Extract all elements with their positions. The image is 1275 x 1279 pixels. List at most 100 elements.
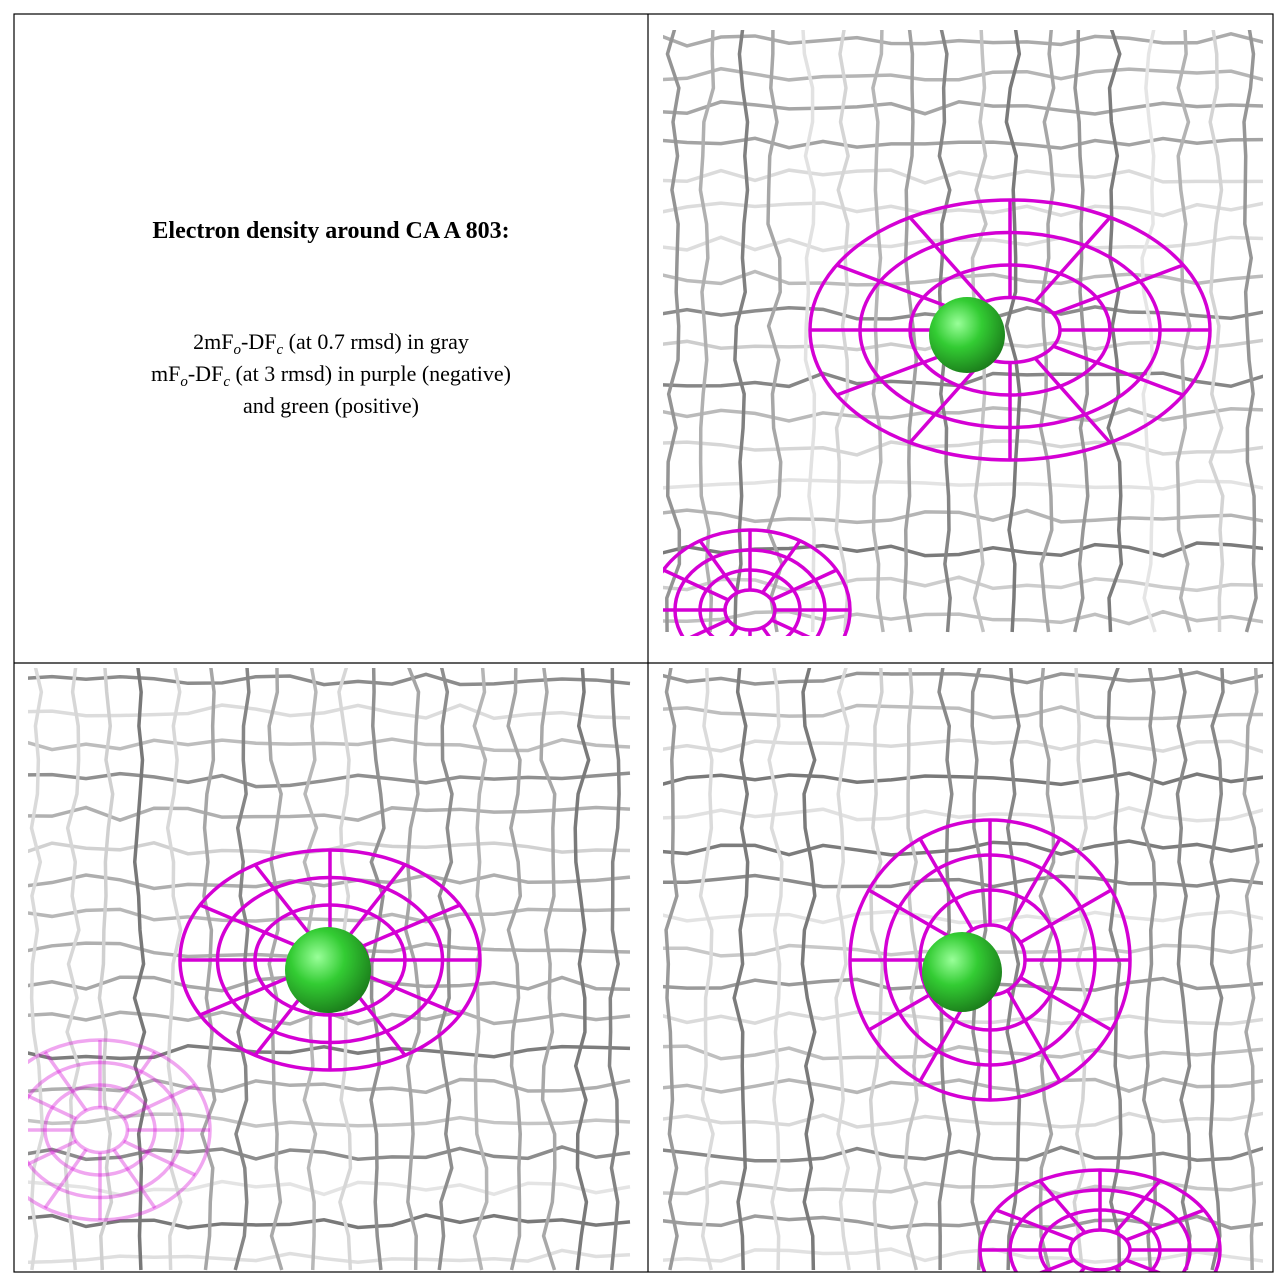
caption-text: -DF — [188, 361, 223, 386]
mesh-purple — [1037, 1258, 1075, 1272]
caption-text: (at 0.7 rmsd) in gray — [283, 329, 469, 354]
mesh-gray — [663, 771, 1263, 787]
mesh-gray — [698, 30, 716, 633]
mesh-gray — [506, 668, 523, 1271]
caption-line: 2mFo-DFc (at 0.7 rmsd) in gray — [193, 329, 469, 358]
mesh-purple — [361, 972, 461, 1017]
mesh-purple — [1038, 1179, 1087, 1234]
mesh-gray — [663, 909, 1263, 925]
mesh-gray — [1242, 30, 1258, 633]
mesh-gray — [97, 668, 115, 1271]
mesh-purple — [43, 1083, 157, 1177]
mesh-gray — [28, 1145, 631, 1162]
caption-line: and green (positive) — [243, 393, 419, 418]
calcium-atom — [929, 297, 1005, 373]
mesh-gray — [28, 805, 631, 823]
mesh-gray — [834, 668, 851, 1271]
mesh-purple — [918, 837, 975, 931]
mesh-gray — [28, 1179, 631, 1197]
mesh-purple — [199, 903, 299, 948]
mesh-gray — [663, 1111, 1263, 1129]
mesh-gray — [663, 1247, 1263, 1264]
mesh-purple — [867, 888, 961, 945]
mesh-gray — [28, 672, 631, 687]
mesh-purple — [761, 539, 802, 594]
mesh-gray — [1208, 668, 1225, 1271]
caption-lines: 2mFo-DFc (at 0.7 rmsd) in gray mFo-DFc (a… — [151, 329, 511, 418]
mesh-gray — [1038, 668, 1056, 1271]
density-panel — [28, 668, 631, 1271]
mesh-gray — [902, 30, 919, 633]
mesh-gray — [437, 668, 454, 1271]
mesh-gray — [1242, 668, 1260, 1271]
mesh-gray — [403, 668, 421, 1271]
mesh-gray — [472, 668, 489, 1271]
mesh-gray — [903, 668, 920, 1271]
mesh-purple — [1005, 837, 1062, 931]
density-panel — [663, 30, 1263, 636]
mesh-gray — [1140, 668, 1158, 1271]
mesh-gray — [1073, 30, 1090, 633]
mesh-purple — [908, 216, 987, 304]
mesh-purple — [689, 618, 730, 636]
mesh-gray — [663, 1077, 1263, 1095]
calcium-atom — [922, 932, 1002, 1012]
table-borders — [13, 13, 1274, 1273]
mesh-purple — [112, 1051, 157, 1112]
caption-line: mFo-DFc (at 3 rmsd) in purple (negative) — [151, 361, 511, 390]
mesh-gray — [200, 668, 217, 1271]
mesh-gray — [663, 806, 1263, 823]
mesh-gray — [663, 1044, 1263, 1061]
mesh-gray — [766, 30, 784, 633]
mesh-gray — [663, 1145, 1263, 1163]
mesh-gray — [573, 668, 591, 1271]
density-panel — [663, 668, 1263, 1272]
mesh-purple — [1052, 263, 1184, 316]
mesh-gray — [28, 1112, 631, 1128]
mesh-gray — [663, 31, 1263, 48]
mesh-purple — [28, 1094, 77, 1121]
mesh-gray — [1106, 30, 1124, 633]
mesh-gray — [663, 269, 1263, 287]
caption-text: (at 3 rmsd) in purple (negative) — [230, 361, 511, 386]
mesh-gray — [28, 1043, 631, 1061]
mesh-gray — [165, 668, 183, 1271]
mesh-gray — [663, 478, 1263, 491]
mesh-purple — [1125, 1208, 1205, 1242]
mesh-purple — [43, 1051, 88, 1112]
mesh-gray — [28, 703, 631, 721]
mesh-purple — [70, 1105, 130, 1155]
table-border — [13, 13, 1274, 1273]
mesh-gray — [28, 1248, 631, 1264]
mesh-gray — [663, 99, 1263, 116]
mesh-purple — [770, 568, 838, 602]
subscript: c — [276, 342, 283, 358]
mesh-gray — [1208, 30, 1225, 633]
subscript: o — [180, 374, 188, 390]
mesh-purple — [698, 539, 739, 594]
caption-text: -DF — [241, 329, 276, 354]
mesh-gray — [733, 30, 750, 633]
mesh-gray — [1072, 668, 1088, 1271]
mesh-gray — [663, 839, 1263, 857]
mesh-gray — [665, 30, 682, 633]
mesh-purple — [729, 626, 739, 636]
mesh-gray — [663, 168, 1263, 185]
mesh-gray — [1106, 668, 1123, 1271]
mesh-gray — [132, 668, 148, 1271]
mesh-gray — [28, 771, 631, 789]
mesh-gray — [1175, 30, 1192, 633]
mesh-gray — [63, 668, 81, 1271]
mesh-gray — [871, 30, 885, 633]
mesh-gray — [663, 703, 1263, 721]
mesh-gray — [800, 668, 817, 1271]
mesh-purple — [1033, 216, 1112, 304]
mesh-gray — [607, 668, 621, 1271]
mesh-gray — [369, 668, 386, 1271]
mesh-gray — [1175, 668, 1192, 1271]
mesh-gray — [663, 66, 1263, 82]
mesh-purple — [347, 863, 407, 938]
density-images — [28, 30, 1263, 1272]
mesh-purple — [28, 1060, 185, 1200]
mesh-gray — [663, 873, 1263, 889]
